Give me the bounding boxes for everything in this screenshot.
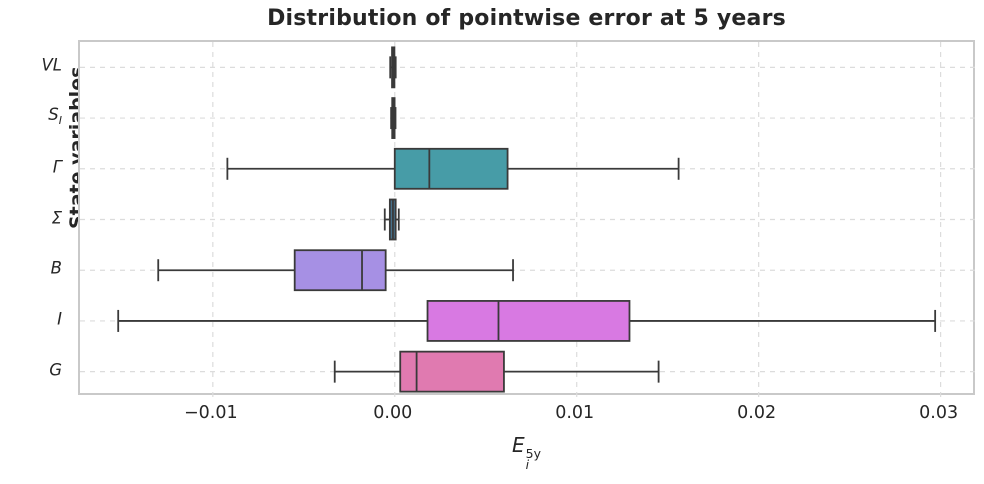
y-tick-label-Γ: Γ [52, 157, 62, 177]
y-tick-label-S_I: SI [48, 104, 62, 128]
boxplot-canvas [80, 42, 977, 397]
x-axis-label-subscript: i [525, 457, 530, 472]
x-axis-label: E 5y i [78, 433, 975, 472]
x-tick-label-0.03: 0.03 [919, 403, 959, 423]
x-tick-label-0.00: 0.00 [373, 403, 413, 423]
y-tick-label-Σ: Σ [51, 208, 62, 227]
y-tick-label-G: G [49, 360, 62, 380]
box-B [293, 249, 387, 292]
y-tick-label-VL: VL [41, 55, 62, 75]
x-axis-label-base: E [512, 433, 525, 457]
y-tick-label-B: B [50, 258, 62, 278]
chart-title: Distribution of pointwise error at 5 yea… [267, 6, 786, 31]
x-tick-label-0.01: 0.01 [555, 403, 595, 423]
box-Γ [393, 147, 509, 190]
x-tick-label-−0.01: −0.01 [183, 403, 238, 423]
x-axis-label-scripts: 5y i [525, 446, 541, 472]
y-tick-label-I: I [57, 309, 62, 329]
x-tick-label-0.02: 0.02 [737, 403, 777, 423]
x-axis-label-superscript: 5y [525, 446, 541, 461]
plot-area [78, 40, 977, 397]
box-I [426, 300, 631, 342]
box-G [399, 350, 505, 393]
